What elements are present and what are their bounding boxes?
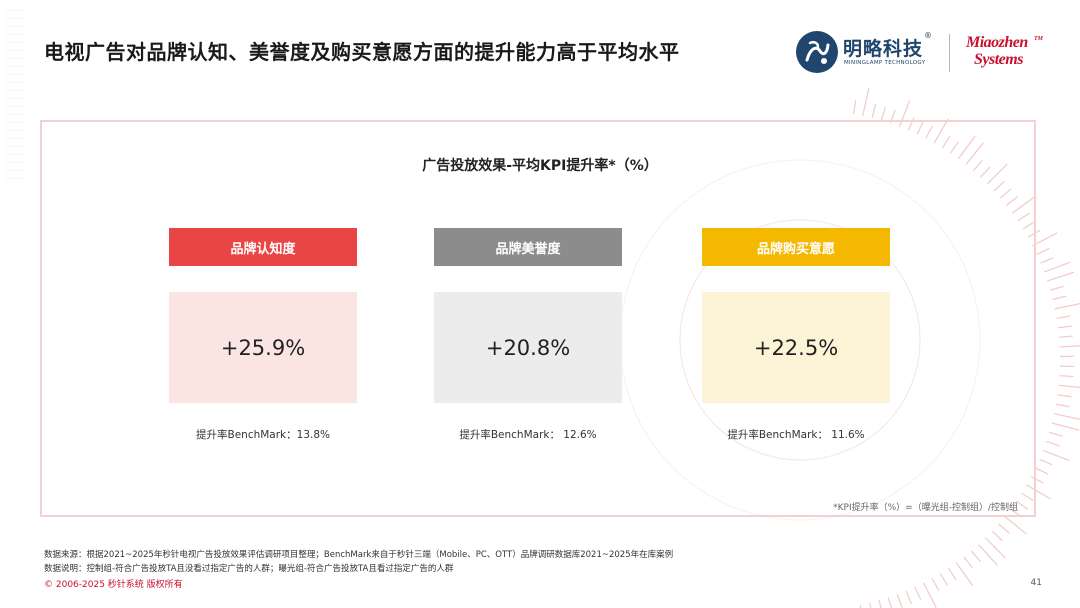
decor-tick <box>1054 302 1080 310</box>
miaozhen-logo: Miaozhen Systems TM <box>966 34 1046 76</box>
kpi-value-purchase-intent: +22.5% <box>702 292 890 403</box>
decor-tick <box>878 600 882 608</box>
decor-tick <box>1043 261 1071 273</box>
decor-tick <box>1046 440 1060 447</box>
decor-tick <box>1035 467 1049 475</box>
decor-tick <box>1058 384 1080 389</box>
decor-tick <box>998 523 1010 534</box>
decor-tick <box>1036 247 1050 255</box>
decor-tick <box>896 594 903 608</box>
content-frame <box>40 120 1036 517</box>
decor-tick <box>880 106 886 121</box>
decor-tick <box>1058 335 1073 338</box>
mininglamp-logo: 明略科技 ® MININGLAMP TECHNOLOGY <box>796 31 946 75</box>
decor-tick <box>887 597 893 608</box>
decor-tick <box>1047 271 1074 282</box>
mininglamp-subtitle: MININGLAMP TECHNOLOGY <box>844 60 926 66</box>
decor-tick <box>1049 285 1064 291</box>
decor-tick <box>905 590 913 604</box>
decor-tick <box>985 537 1006 559</box>
mininglamp-mark-icon <box>796 31 838 73</box>
kpi-formula-note: *KPI提升率（%）=（曝光组-控制组）/控制组 <box>833 503 1018 513</box>
decor-tick <box>991 530 1003 542</box>
logo-divider <box>949 34 950 72</box>
kpi-label-brand-awareness: 品牌认知度 <box>169 228 357 266</box>
copyright: © 2006-2025 秒针系统 版权所有 <box>44 580 183 590</box>
decor-tick <box>1052 295 1067 301</box>
miaozhen-line1: Miaozhen <box>966 34 1028 51</box>
kpi-value-brand-reputation: +20.8% <box>434 292 622 403</box>
decor-tick <box>1032 232 1058 247</box>
registered-mark: ® <box>924 31 932 40</box>
decor-tick <box>1040 257 1054 264</box>
decor-tick <box>939 573 949 586</box>
decor-tick <box>1049 431 1063 437</box>
kpi-benchmark-brand-awareness: 提升率BenchMark：13.8% <box>196 429 330 441</box>
decor-tick <box>922 582 937 608</box>
kpi-label-purchase-intent: 品牌购买意愿 <box>702 228 890 266</box>
decor-tick <box>1059 375 1074 378</box>
kpi-benchmark-brand-reputation: 提升率BenchMark： 12.6% <box>459 429 597 441</box>
decor-tick <box>1055 403 1070 408</box>
kpi-label-brand-reputation: 品牌美誉度 <box>434 228 622 266</box>
data-explanation-note: 数据说明：控制组-符合广告投放TA且没看过指定广告的人群；曝光组-符合广告投放T… <box>44 564 454 574</box>
decor-tick <box>963 556 974 569</box>
decor-tick <box>1051 422 1080 431</box>
panel-title: 广告投放效果-平均KPI提升率*（%） <box>422 158 658 174</box>
decor-tick <box>914 586 922 600</box>
data-source-note: 数据来源：根据2021~2025年秒针电视广告投放效果评估调研项目整理；Benc… <box>44 550 674 560</box>
decor-tick <box>955 562 974 586</box>
page-title: 电视广告对品牌认知、美誉度及购买意愿方面的提升能力高于平均水平 <box>44 40 680 64</box>
miaozhen-line2: Systems <box>974 51 1023 68</box>
decor-tick <box>978 544 998 566</box>
decor-tick <box>1054 413 1080 420</box>
decor-tick <box>1059 345 1080 348</box>
mininglamp-name: 明略科技 <box>843 38 924 60</box>
decor-tick <box>970 550 981 563</box>
decor-tick <box>1057 325 1072 329</box>
decor-tick <box>1056 315 1071 319</box>
decor-tick <box>869 602 872 608</box>
decor-tick <box>1004 516 1028 535</box>
page-number: 41 <box>1030 578 1042 588</box>
decor-tick <box>862 88 870 116</box>
kpi-value-brand-awareness: +25.9% <box>169 292 357 403</box>
kpi-benchmark-purchase-intent: 提升率BenchMark： 11.6% <box>727 429 865 441</box>
decor-tick <box>871 104 877 119</box>
decor-tick <box>1039 458 1053 466</box>
trademark-mark: TM <box>1034 36 1043 42</box>
decor-tick <box>852 99 857 114</box>
decor-tick <box>1042 449 1070 462</box>
decor-tick <box>947 567 957 581</box>
decor-tick <box>1057 394 1072 398</box>
decor-tick <box>931 577 940 591</box>
